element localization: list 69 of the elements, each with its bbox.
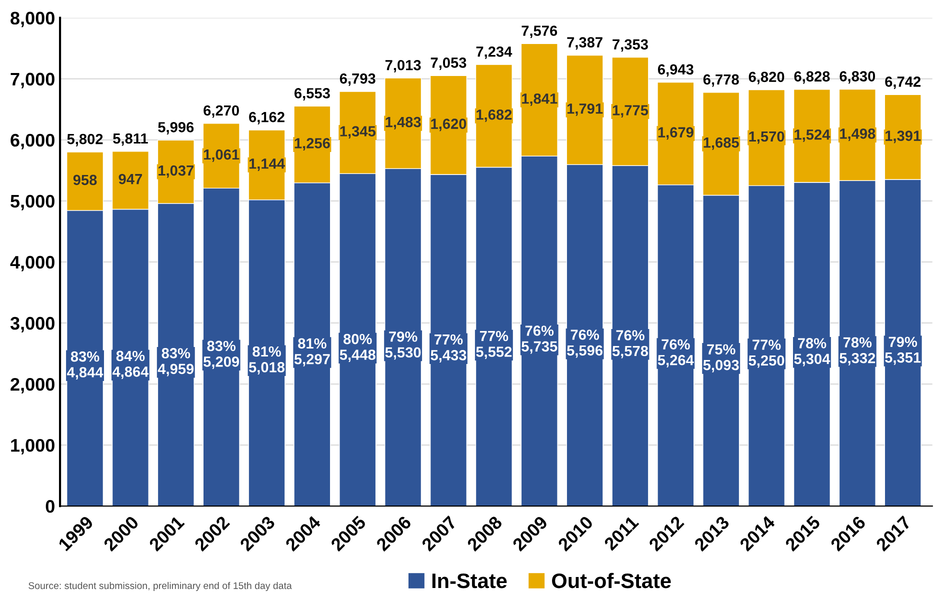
data-label: 1,841 [522,93,558,106]
data-label: 1,524 [794,129,830,142]
total-label: 6,778 [703,74,739,87]
data-label: 1,775 [612,105,648,118]
data-label: 1,144 [249,158,285,171]
total-label: 7,387 [567,37,602,50]
y-tick-label: 1,000 [11,438,54,454]
data-label: 78% 5,304 [794,338,830,366]
data-label: 1,620 [431,118,466,132]
data-label: 76% 5,578 [612,330,648,358]
data-label: 1,685 [704,137,739,150]
data-label: 83% 4,959 [158,348,194,376]
y-tick-label: 7,000 [10,72,54,88]
y-tick-label: 5,000 [10,194,54,210]
data-label: 1,483 [386,116,421,130]
total-label: 5,996 [158,122,194,134]
y-tick-label: 3,000 [10,316,54,332]
data-label: 80% 5,448 [340,334,376,362]
total-label: 6,553 [294,88,330,100]
data-label: 78% 5,332 [840,337,876,366]
data-label: 1,679 [658,127,694,140]
total-label: 5,811 [113,133,148,146]
total-label: 6,943 [658,64,694,77]
total-label: 6,270 [204,105,239,118]
total-label: 7,353 [612,39,648,52]
data-label: 77% 5,250 [748,340,784,368]
data-label: 76% 5,264 [658,339,694,368]
data-label: 1,061 [204,149,240,162]
data-label: 1,391 [886,130,921,144]
total-label: 6,162 [249,112,284,124]
data-label: 947 [118,174,142,184]
data-label: 83% 4,844 [66,351,104,380]
data-label: 77% 5,433 [430,334,466,362]
total-label: 6,830 [840,71,876,84]
data-label: 1,037 [158,165,194,178]
data-label: 1,256 [294,138,330,150]
data-label: 79% 5,530 [385,332,421,360]
y-tick-label: 2,000 [10,378,54,394]
total-label: 6,828 [794,71,830,84]
data-label: 958 [73,174,97,186]
total-label: 6,793 [340,73,376,86]
data-label: 81% 5,018 [248,346,285,374]
y-tick-label: 4,000 [10,256,54,272]
data-label: 1,498 [840,128,876,141]
data-label: 75% 5,093 [703,344,739,372]
total-label: 7,576 [522,26,558,38]
data-label: 1,345 [340,126,376,139]
total-label: 6,742 [885,76,921,89]
data-label: 1,682 [476,109,512,122]
total-label: 6,820 [748,72,784,84]
y-tick-label: 0 [46,500,54,513]
legend-label: Out-of-State [552,572,671,588]
data-label: 76% 5,735 [522,326,558,354]
data-label: 1,570 [749,131,784,144]
data-label: 83% 5,209 [204,340,240,369]
data-label: 84% 4,864 [112,350,149,379]
data-label: 79% 5,351 [885,336,921,365]
data-label: 81% 5,297 [294,338,330,366]
total-label: 7,053 [430,58,466,70]
legend-label: In-State [432,573,507,588]
y-tick-label: 8,000 [10,12,54,28]
data-label: 76% 5,596 [567,330,603,358]
y-tick-label: 6,000 [10,134,54,150]
total-label: 7,234 [476,46,512,59]
data-label: 1,791 [567,103,603,116]
data-label: 77% 5,552 [476,330,512,360]
total-label: 5,802 [67,134,103,146]
source-note: Source: student submission, preliminary end of 15th day data [28,582,292,592]
total-label: 7,013 [385,60,421,72]
